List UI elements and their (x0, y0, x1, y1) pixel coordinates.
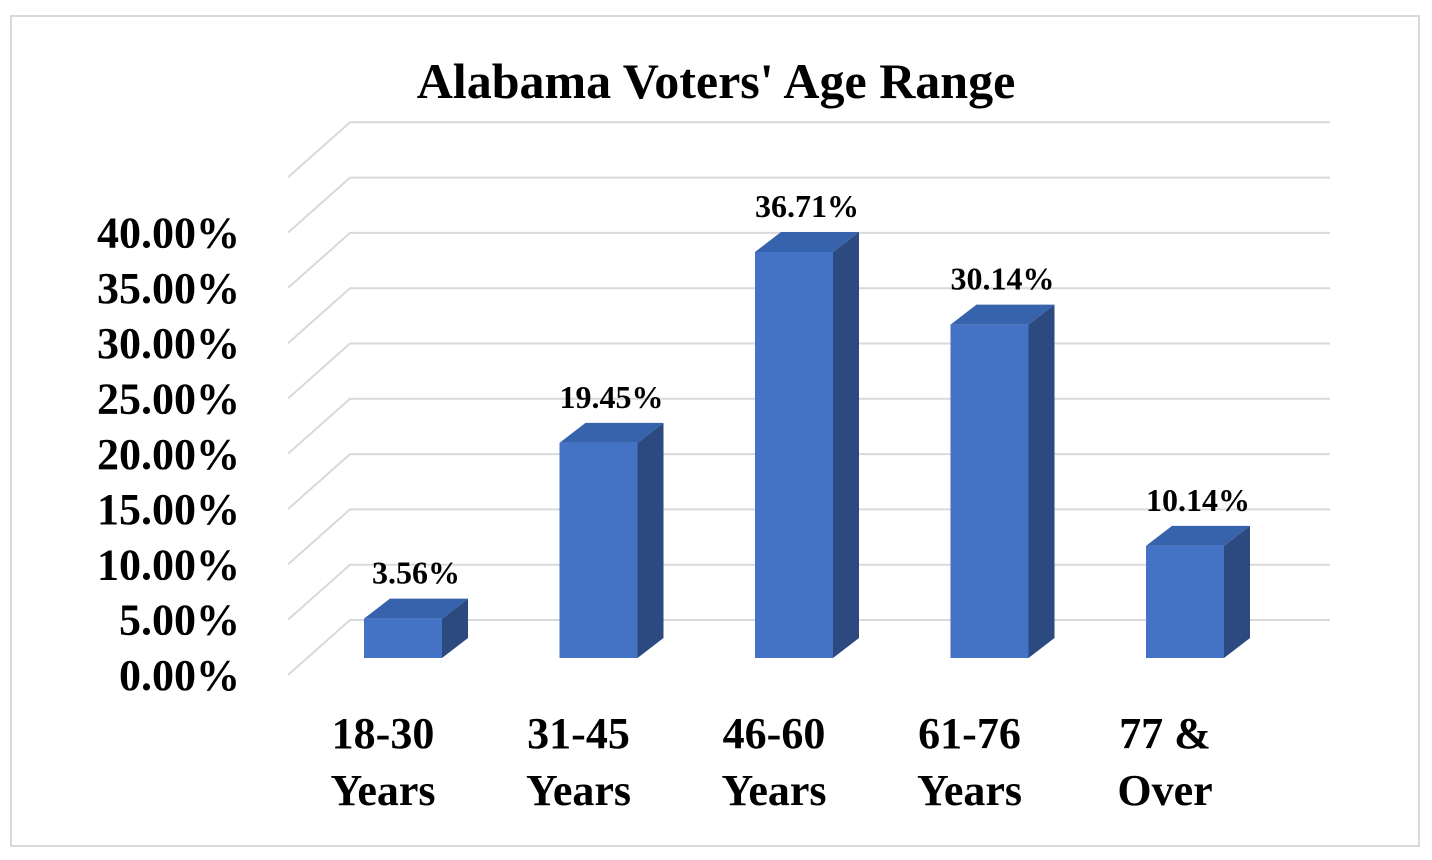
data-label: 30.14% (951, 261, 1055, 297)
gridline (287, 176, 1330, 234)
x-category-label: Years (721, 766, 826, 815)
x-category-label: 61-76 (918, 709, 1021, 758)
y-tick-label: 35.00% (97, 264, 240, 313)
bar-side-face (637, 422, 664, 658)
chart-frame (10, 15, 1420, 847)
y-tick-label: 40.00% (97, 209, 240, 258)
x-category-label: Years (330, 766, 435, 815)
bar-front-face (755, 251, 833, 658)
y-tick-label: 30.00% (97, 319, 240, 368)
x-category-label: 18-30 (332, 709, 435, 758)
bar-top-face (559, 422, 664, 443)
gridline (287, 287, 1330, 344)
bar-side-face (1224, 525, 1250, 658)
bar-side-face (1028, 304, 1055, 658)
bar-front-face (559, 442, 638, 658)
data-label: 36.71% (755, 188, 859, 224)
bar (950, 304, 1055, 658)
x-axis-category-labels: 18-30 Years 31-45 Years 46-60 Years 61-76 Years… (330, 709, 1212, 815)
bar-side-face (442, 598, 468, 658)
bar (559, 422, 664, 658)
x-category-label: Years (526, 766, 631, 815)
bar-top-face (755, 231, 859, 252)
bar-front-face (364, 618, 442, 658)
gridline (287, 121, 1330, 179)
y-tick-label: 0.00% (119, 651, 240, 700)
bars (364, 231, 1250, 658)
bar (364, 598, 468, 658)
data-label: 3.56% (372, 555, 460, 591)
bar (1146, 525, 1250, 658)
bar-front-face (950, 324, 1029, 658)
bar (755, 231, 859, 658)
chart-title: Alabama Voters' Age Range (416, 53, 1016, 109)
y-axis-tick-labels: 0.00% 5.00% 10.00% 15.00% 20.00% 25.00% 30.00%… (97, 209, 240, 700)
gridline (287, 231, 1330, 289)
y-tick-label: 20.00% (97, 430, 240, 479)
bar-top-face (1146, 525, 1250, 546)
bar-front-face (1146, 545, 1224, 658)
y-tick-label: 25.00% (97, 375, 240, 424)
data-label: 19.45% (560, 379, 664, 415)
x-category-label: 46-60 (723, 709, 826, 758)
x-category-label: 77 & (1119, 709, 1211, 758)
y-tick-label: 15.00% (97, 485, 240, 534)
x-category-label: Years (917, 766, 1022, 815)
bar-top-face (364, 598, 468, 619)
bar-side-face (833, 231, 859, 658)
y-tick-label: 5.00% (119, 596, 240, 645)
x-category-label: 31-45 (527, 709, 630, 758)
bar-top-face (950, 304, 1055, 325)
y-tick-label: 10.00% (97, 540, 240, 589)
data-label: 10.14% (1146, 482, 1250, 518)
x-category-label: Over (1117, 766, 1212, 815)
data-labels: 3.56% 19.45% 36.71% 30.14% 10.14% (372, 188, 1250, 591)
